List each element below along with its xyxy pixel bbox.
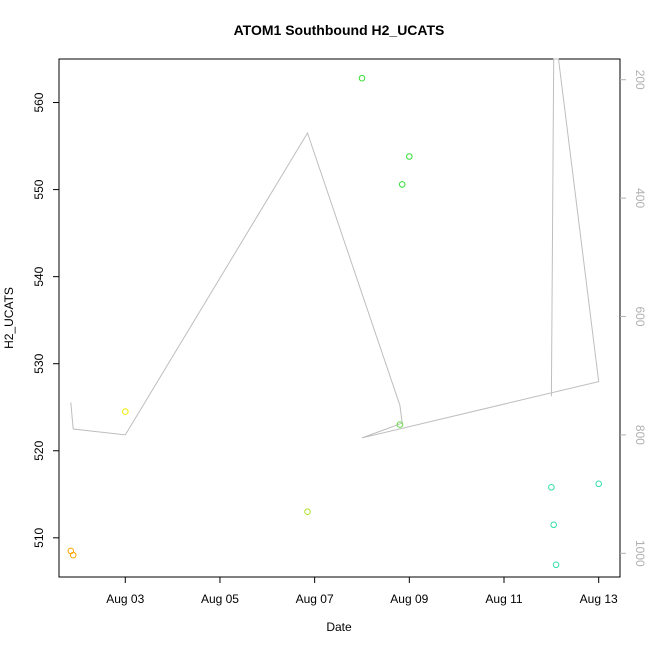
secondary-line	[70, 58, 600, 439]
y2-tick-label: 600	[633, 307, 647, 327]
secondary-line-layer	[70, 58, 600, 439]
data-point-10	[552, 561, 560, 569]
x-tick-label: Aug 11	[485, 592, 522, 606]
data-point-7	[396, 421, 404, 428]
chart-title: ATOM1 Southbound H2_UCATS	[234, 22, 445, 38]
y-tick-label: 550	[32, 179, 46, 199]
data-point-9	[550, 521, 558, 529]
data-point-11	[595, 480, 603, 488]
x-tick-label: Aug 13	[580, 592, 618, 606]
x-tick-label: Aug 07	[296, 592, 334, 606]
x-axis: Aug 03 Aug 05 Aug 07 Aug 09 Aug 11 Aug 13	[106, 577, 618, 606]
y2-tick-label: 1000	[633, 540, 647, 567]
y-tick-label: 510	[32, 527, 46, 547]
y-axis-label: H2_UCATS	[2, 287, 16, 349]
x-tick-label: Aug 03	[106, 592, 144, 606]
x-tick-label: Aug 09	[390, 592, 428, 606]
y-tick-label: 530	[32, 353, 46, 373]
data-point-8	[548, 484, 555, 491]
y2-axis: 200 400 600 800 1000	[620, 70, 647, 567]
data-point-3	[304, 508, 311, 516]
data-point-4	[358, 74, 366, 82]
y-tick-label: 540	[32, 266, 46, 286]
x-axis-label: Date	[326, 620, 352, 634]
x-tick-label: Aug 05	[201, 592, 239, 606]
plot-frame	[58, 58, 621, 578]
data-point-2	[122, 408, 129, 415]
y-tick-label: 560	[32, 92, 46, 112]
y2-tick-label: 400	[633, 188, 647, 208]
data-point-5	[398, 181, 406, 188]
y2-tick-label: 200	[633, 70, 647, 90]
y-tick-label: 520	[32, 440, 46, 460]
data-point-1	[69, 551, 77, 559]
y-axis: 510 520 530 540 550 560	[32, 92, 59, 548]
data-point-6	[406, 153, 413, 160]
points-layer	[67, 74, 603, 569]
y2-tick-label: 800	[633, 425, 647, 445]
